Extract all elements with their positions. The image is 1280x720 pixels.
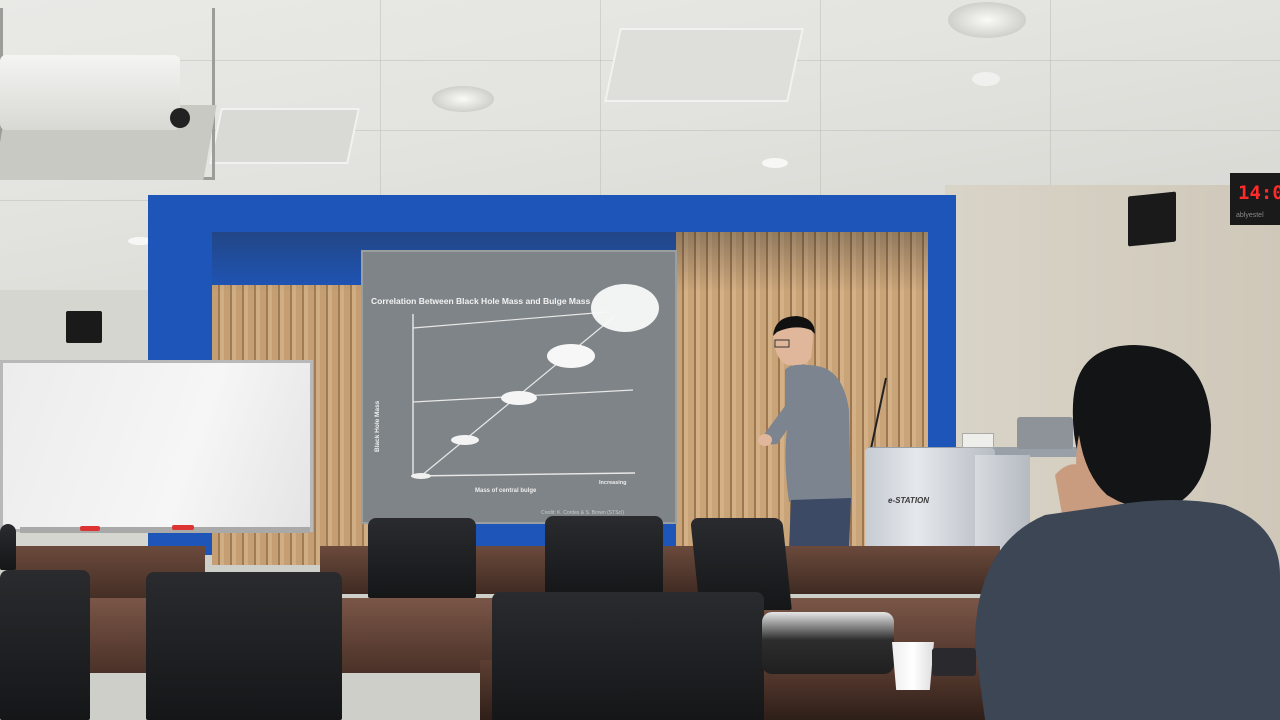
projection-screen: Correlation Between Black Hole Mass and …	[363, 252, 675, 522]
clock-time: 14:0	[1238, 182, 1280, 204]
phone	[932, 648, 976, 676]
ceiling-downlight	[762, 158, 788, 168]
chair	[368, 518, 476, 598]
whiteboard	[0, 360, 313, 532]
ceiling-light	[432, 86, 494, 112]
presenter-glasses	[774, 339, 790, 348]
presenter-sweater	[763, 364, 851, 502]
marker	[80, 526, 100, 531]
chair	[146, 572, 342, 720]
marker	[172, 525, 194, 530]
ceiling-vent-panel	[604, 28, 804, 102]
galaxy-medium-small	[451, 435, 479, 445]
chair	[0, 524, 16, 570]
ceiling-light	[948, 2, 1026, 38]
speaker-right	[1128, 191, 1176, 247]
wall-socket	[962, 433, 994, 448]
slide-x-axis	[412, 472, 636, 477]
digital-clock: 14:0	[1230, 173, 1280, 225]
podium	[865, 448, 995, 550]
bag	[762, 612, 894, 674]
chair	[492, 592, 764, 720]
presenter-pants	[789, 498, 851, 550]
slide-x-axis-label: Mass of central bulge	[475, 488, 537, 494]
audience-member	[975, 345, 1280, 720]
speaker-left	[66, 311, 102, 343]
presenter-hair	[773, 316, 815, 336]
smoke-detector	[972, 72, 1000, 86]
presenter	[758, 316, 851, 550]
chair	[0, 570, 90, 720]
slide-x-axis-end-label: Increasing	[599, 480, 627, 486]
slide-title: Correlation Between Black Hole Mass and …	[371, 296, 590, 306]
audience-hoodie	[975, 500, 1280, 720]
galaxy-small	[411, 473, 431, 479]
paper-cup	[892, 642, 934, 690]
presenter-head	[773, 317, 813, 366]
audience-hair	[1072, 345, 1211, 508]
slide-credit: Credit: K. Cordes & S. Brown (STScI)	[541, 510, 624, 516]
ceiling-vent-panel	[209, 108, 360, 164]
presenter-hand	[758, 434, 772, 446]
galaxy-medium	[501, 391, 537, 405]
slide-y-axis-label: Black Hole Mass	[374, 400, 381, 452]
clock-brand: ablyestel	[1236, 212, 1264, 219]
slide-diagram: Correlation Between Black Hole Mass and …	[363, 252, 675, 522]
laptop	[1017, 417, 1073, 449]
slide-guide-line-top	[412, 311, 608, 329]
whiteboard-tray	[20, 527, 310, 533]
galaxy-large	[547, 344, 595, 368]
slide-title-text: Correlation Between Black Hole Mass and …	[371, 296, 590, 306]
ceiling-downlight	[128, 237, 152, 245]
podium-label: e-STATION	[888, 496, 930, 505]
galaxy-largest	[591, 284, 659, 332]
projector	[0, 55, 180, 130]
chair	[545, 516, 663, 596]
camera-icon	[170, 108, 190, 128]
